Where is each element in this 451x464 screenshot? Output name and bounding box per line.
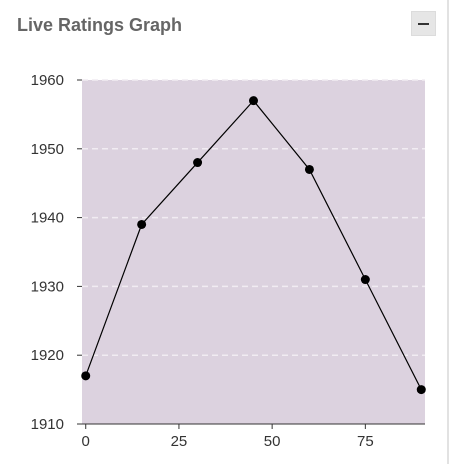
data-point — [416, 385, 426, 395]
y-tick-label: 1910 — [31, 416, 64, 433]
minus-icon — [418, 22, 429, 25]
data-point — [137, 219, 147, 229]
y-tick-label: 1940 — [31, 210, 64, 227]
plot-area — [82, 80, 425, 424]
data-point — [304, 164, 314, 174]
collapse-button[interactable] — [411, 11, 436, 36]
x-axis-ticks: 0 25 50 75 — [82, 424, 374, 450]
x-tick-label: 25 — [171, 433, 188, 450]
data-point — [360, 275, 370, 285]
gridlines — [82, 79, 425, 356]
ratings-points — [81, 96, 426, 395]
y-tick-label: 1950 — [31, 141, 64, 158]
x-tick-label: 50 — [264, 433, 281, 450]
y-tick-label: 1920 — [31, 347, 64, 364]
y-tick-label: 1960 — [31, 72, 64, 89]
data-point — [193, 158, 203, 168]
x-tick-label: 75 — [357, 433, 374, 450]
y-tick-label: 1930 — [31, 278, 64, 295]
x-tick-label: 0 — [82, 433, 90, 450]
panel-title: Live Ratings Graph — [17, 15, 183, 35]
y-axis-ticks: 1910 1920 1930 1940 1950 1960 — [31, 72, 82, 433]
data-point — [249, 96, 258, 106]
data-point — [81, 371, 91, 381]
